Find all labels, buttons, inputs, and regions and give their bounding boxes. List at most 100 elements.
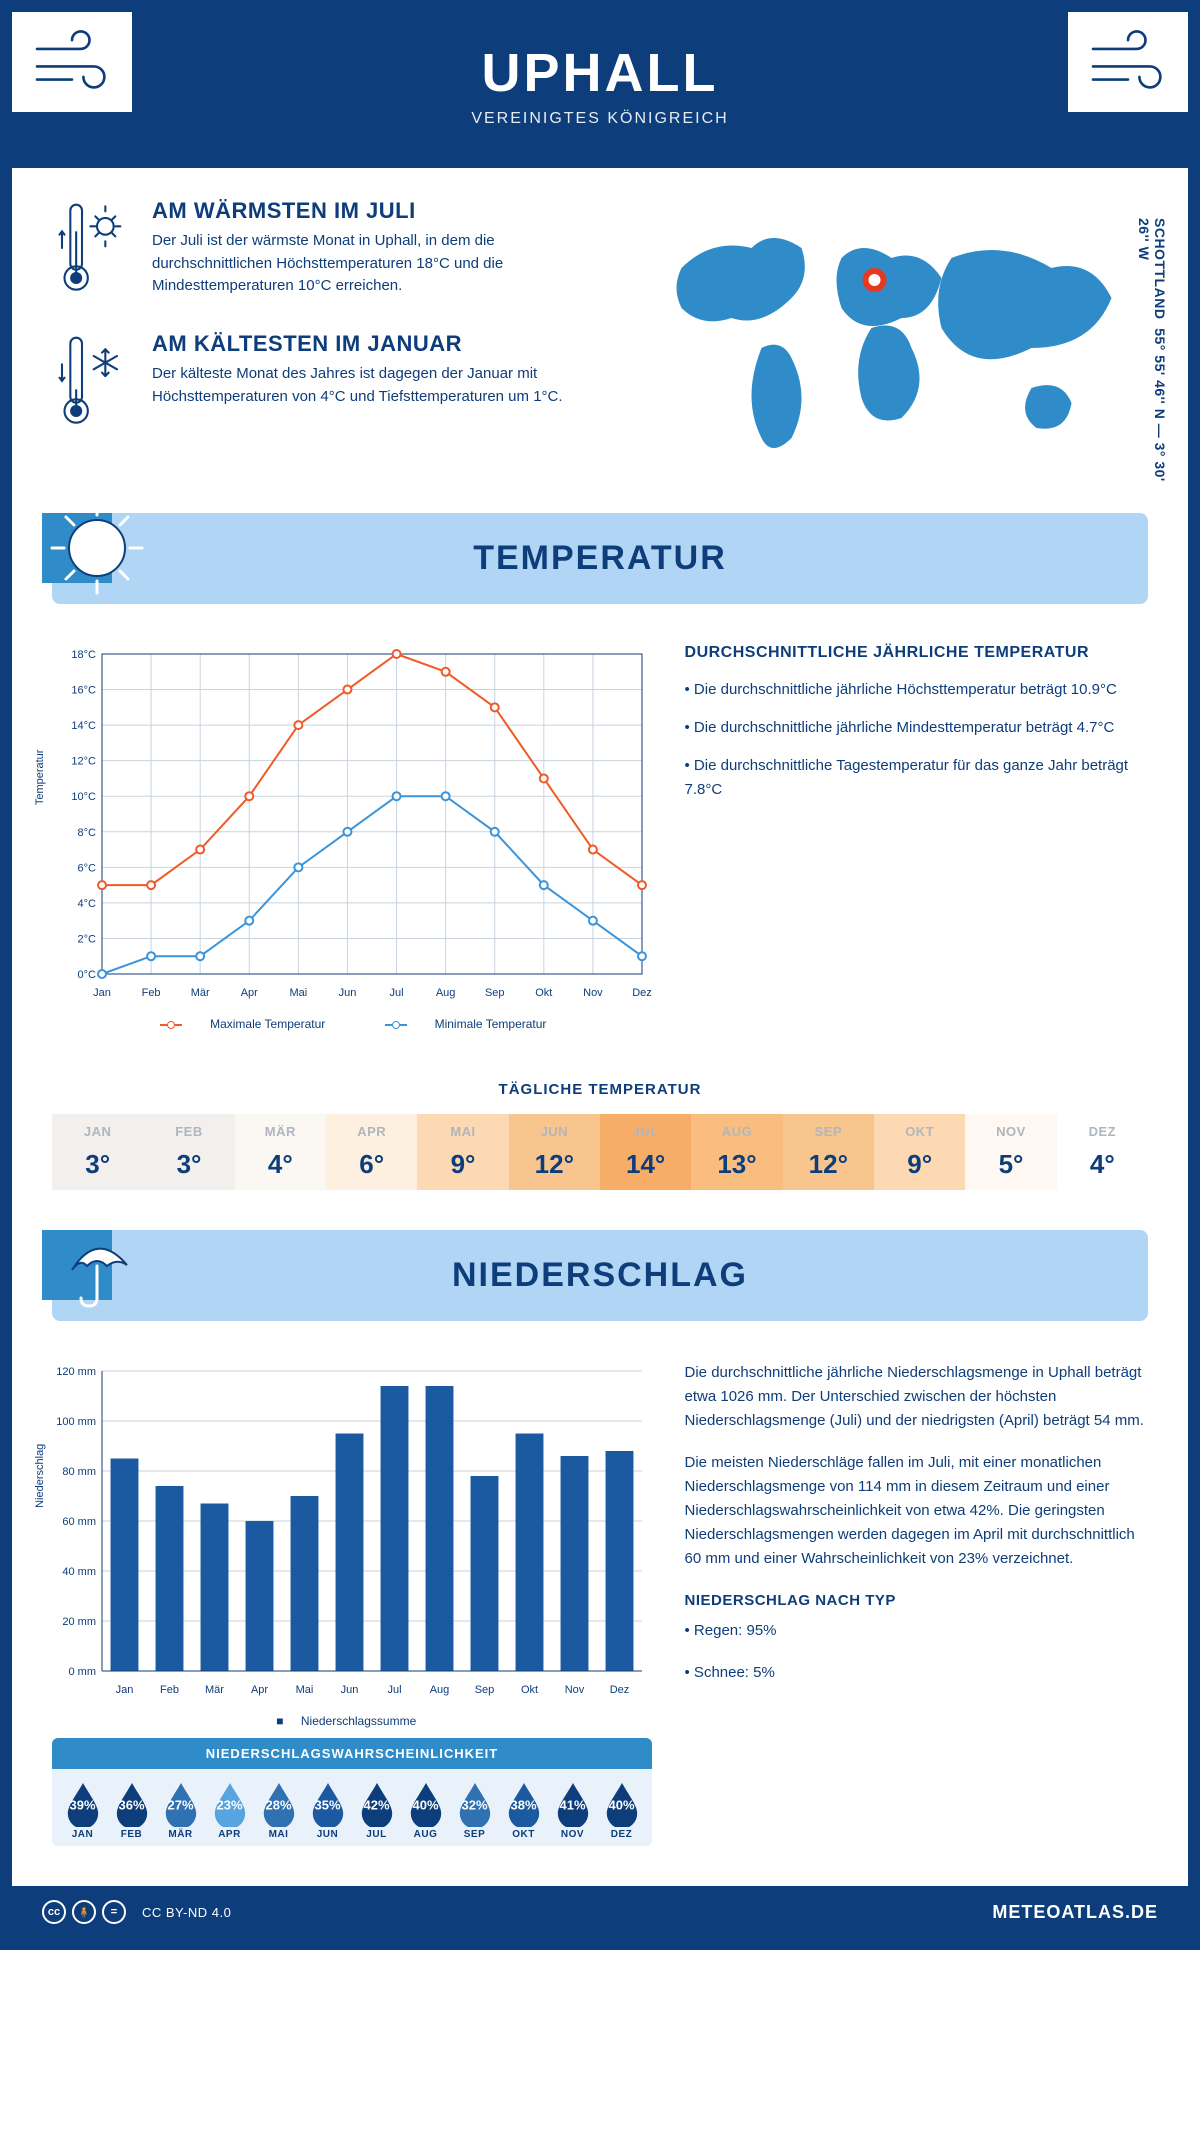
- daily-value: 12°: [513, 1149, 596, 1180]
- precipitation-chart: 0 mm20 mm40 mm60 mm80 mm100 mm120 mmJanF…: [52, 1361, 652, 1701]
- wind-icon: [1068, 12, 1188, 112]
- prob-month: JUN: [303, 1829, 352, 1840]
- svg-text:18°C: 18°C: [71, 649, 96, 661]
- chart-legend: ■ Niederschlagssumme: [52, 1714, 655, 1728]
- prob-month: SEP: [450, 1829, 499, 1840]
- page: UPHALL VEREINIGTES KÖNIGREICH AM WÄRMSTE…: [0, 0, 1200, 1950]
- precip-paragraph: Die durchschnittliche jährliche Niedersc…: [685, 1361, 1148, 1433]
- notes-bullet: • Die durchschnittliche jährliche Mindes…: [685, 716, 1148, 740]
- daily-temp-cell: APR6°: [326, 1114, 417, 1190]
- daily-temp-cell: JUN 12°: [509, 1114, 600, 1190]
- daily-month: JUL: [604, 1124, 687, 1139]
- temperature-area: Temperatur 0°C2°C4°C6°C8°C10°C12°C14°C16…: [12, 614, 1188, 1061]
- daily-value: 6°: [330, 1149, 413, 1180]
- daily-temp-cell: NOV5°: [965, 1114, 1056, 1190]
- daily-value: 13°: [695, 1149, 778, 1180]
- prob-month: APR: [205, 1829, 254, 1840]
- svg-text:Nov: Nov: [565, 1684, 585, 1696]
- raindrop-icon: 23%: [211, 1779, 249, 1827]
- svg-text:Apr: Apr: [251, 1684, 268, 1696]
- svg-text:Apr: Apr: [241, 987, 258, 999]
- brand: METEOATLAS.DE: [992, 1902, 1158, 1923]
- prob-cell: 27%MÄR: [156, 1779, 205, 1840]
- prob-value: 38%: [510, 1798, 536, 1813]
- svg-text:8°C: 8°C: [78, 827, 97, 839]
- daily-month: JUN: [513, 1124, 596, 1139]
- svg-text:Jun: Jun: [341, 1684, 359, 1696]
- precip-type-line: • Schnee: 5%: [685, 1661, 1148, 1685]
- daily-temp-cell: DEZ4°: [1057, 1114, 1148, 1190]
- daily-month: JAN: [56, 1124, 139, 1139]
- prob-cell: 35% JUN: [303, 1779, 352, 1840]
- svg-text:Sep: Sep: [485, 987, 505, 999]
- fact-title: AM KÄLTESTEN IM JANUAR: [152, 331, 585, 357]
- world-map: SCHOTTLAND 55° 55' 46'' N — 3° 30' 26'' …: [615, 198, 1148, 483]
- cc-icon: cc: [42, 1900, 66, 1924]
- svg-text:0°C: 0°C: [78, 969, 97, 981]
- prob-value: 23%: [216, 1798, 242, 1813]
- section-banner-precipitation: NIEDERSCHLAG: [52, 1230, 1148, 1321]
- prob-month: DEZ: [597, 1829, 646, 1840]
- license-badge: cc 🧍 = CC BY-ND 4.0: [42, 1900, 231, 1924]
- raindrop-icon: 38%: [505, 1779, 543, 1827]
- svg-text:Aug: Aug: [436, 987, 456, 999]
- svg-text:Jan: Jan: [116, 1684, 134, 1696]
- prob-month: FEB: [107, 1829, 156, 1840]
- daily-temp-cell: SEP12°: [783, 1114, 874, 1190]
- prob-cell: 41%NOV: [548, 1779, 597, 1840]
- fact-coldest: AM KÄLTESTEN IM JANUAR Der kälteste Mona…: [52, 331, 585, 436]
- prob-cell: 40%AUG: [401, 1779, 450, 1840]
- svg-text:4°C: 4°C: [78, 898, 97, 910]
- raindrop-icon: 27%: [162, 1779, 200, 1827]
- svg-text:Okt: Okt: [535, 987, 552, 999]
- prob-title: NIEDERSCHLAGSWAHRSCHEINLICHKEIT: [52, 1738, 652, 1769]
- precip-type-line: • Regen: 95%: [685, 1619, 1148, 1643]
- daily-temp-cell: OKT9°: [874, 1114, 965, 1190]
- svg-text:Mär: Mär: [191, 987, 210, 999]
- chart-ylabel: Niederschlag: [34, 1443, 46, 1507]
- daily-month: FEB: [147, 1124, 230, 1139]
- svg-text:12°C: 12°C: [71, 756, 96, 768]
- raindrop-icon: 42%: [358, 1779, 396, 1827]
- raindrop-icon: 36%: [113, 1779, 151, 1827]
- temperature-notes: DURCHSCHNITTLICHE JÄHRLICHE TEMPERATUR •…: [685, 644, 1148, 1031]
- daily-temp-title: TÄGLICHE TEMPERATUR: [12, 1081, 1188, 1098]
- svg-text:10°C: 10°C: [71, 791, 96, 803]
- daily-value: 4°: [239, 1149, 322, 1180]
- chart-ylabel: Temperatur: [34, 749, 46, 805]
- nd-icon: =: [102, 1900, 126, 1924]
- prob-value: 40%: [412, 1798, 438, 1813]
- daily-temp-cell: FEB3°: [143, 1114, 234, 1190]
- daily-month: AUG: [695, 1124, 778, 1139]
- daily-value: 4°: [1061, 1149, 1144, 1180]
- daily-temp-cell: MÄR4°: [235, 1114, 326, 1190]
- daily-value: 3°: [56, 1149, 139, 1180]
- daily-temp-grid: JAN3°FEB3°MÄR4°APR6°MAI9°JUN12°JUL14°AUG…: [52, 1114, 1148, 1190]
- chart-legend: Maximale Temperatur Minimale Temperatur: [52, 1017, 655, 1031]
- svg-text:Feb: Feb: [160, 1684, 179, 1696]
- prob-cell: 23% APR: [205, 1779, 254, 1840]
- notes-bullet: • Die durchschnittliche jährliche Höchst…: [685, 678, 1148, 702]
- prob-cell: 38%OKT: [499, 1779, 548, 1840]
- daily-value: 9°: [421, 1149, 504, 1180]
- precip-probability-box: NIEDERSCHLAGSWAHRSCHEINLICHKEIT 39%JAN36…: [52, 1738, 652, 1846]
- prob-cell: 40% DEZ: [597, 1779, 646, 1840]
- daily-month: OKT: [878, 1124, 961, 1139]
- page-subtitle: VEREINIGTES KÖNIGREICH: [32, 110, 1168, 128]
- fact-title: AM WÄRMSTEN IM JULI: [152, 198, 585, 224]
- footer: cc 🧍 = CC BY-ND 4.0 METEOATLAS.DE: [12, 1886, 1188, 1938]
- svg-text:6°C: 6°C: [78, 862, 97, 874]
- svg-text:Jan: Jan: [93, 987, 111, 999]
- svg-text:Jun: Jun: [339, 987, 357, 999]
- fact-warmest: AM WÄRMSTEN IM JULI Der Juli ist der wär…: [52, 198, 585, 303]
- prob-value: 40%: [608, 1798, 634, 1813]
- daily-month: MAI: [421, 1124, 504, 1139]
- prob-cell: 42%JUL: [352, 1779, 401, 1840]
- svg-text:80 mm: 80 mm: [62, 1466, 96, 1478]
- svg-text:Feb: Feb: [142, 987, 161, 999]
- prob-value: 35%: [314, 1798, 340, 1813]
- daily-temp-cell: MAI 9°: [417, 1114, 508, 1190]
- prob-value: 27%: [167, 1798, 193, 1813]
- prob-cell: 32%SEP: [450, 1779, 499, 1840]
- prob-value: 39%: [69, 1798, 95, 1813]
